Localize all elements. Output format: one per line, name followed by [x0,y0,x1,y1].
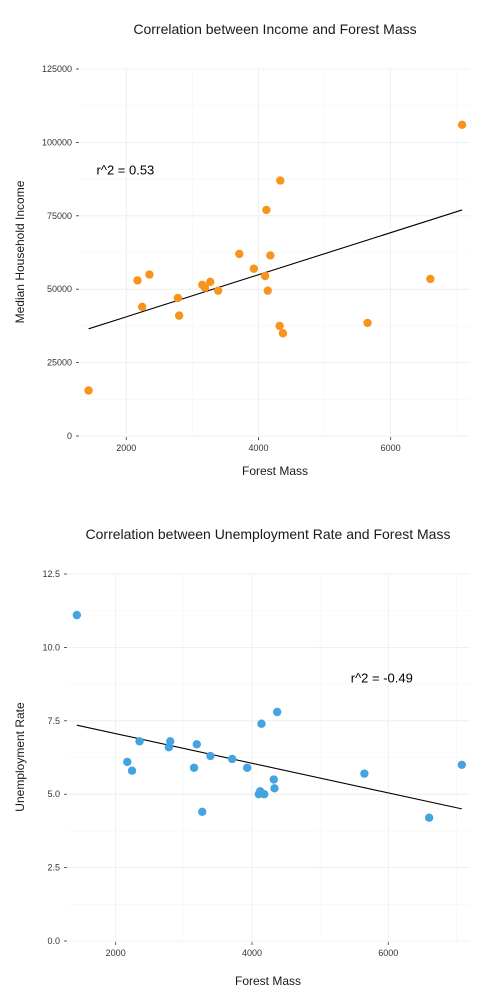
unemployment-forest-chart: Correlation between Unemployment Rate an… [13,526,470,988]
y-axis-title: Median Household Income [13,180,27,323]
data-point [145,270,154,279]
data-point [257,719,266,728]
data-point [278,329,288,338]
data-point [363,318,372,328]
data-point [270,784,279,793]
data-point [260,790,269,799]
data-point [173,293,183,303]
data-point [249,264,259,273]
data-point [272,707,282,717]
data-point [127,766,137,775]
data-point [276,176,285,185]
r-squared-annotation: r^2 = -0.49 [351,671,413,686]
chart-title: Correlation between Income and Forest Ma… [133,21,416,37]
x-axis-title: Forest Mass [242,464,308,478]
y-tick-label: 2.5 [47,863,60,873]
data-point [424,813,434,822]
data-point [457,120,467,129]
y-axis-title: Unemployment Rate [13,702,27,812]
x-tick-label: 6000 [381,443,401,453]
data-point [174,311,184,320]
data-point [262,205,271,215]
data-point [206,277,215,287]
data-point [269,775,278,784]
data-point [166,737,175,746]
y-tick-label: 25000 [47,358,72,368]
r-squared-annotation: r^2 = 0.53 [97,163,155,178]
data-point [457,760,467,770]
data-point [360,769,369,778]
x-axis-title: Forest Mass [235,974,301,988]
data-point [84,386,93,395]
y-tick-label: 10.0 [42,642,60,652]
data-point [260,271,270,281]
data-point [72,610,82,620]
data-point [133,276,142,285]
data-point [192,740,201,749]
gridlines [80,68,470,437]
y-tick-label: 100000 [42,137,72,147]
data-point [242,763,252,772]
y-tick-label: 0.0 [47,936,60,946]
data-point [228,754,237,764]
data-point [213,286,223,295]
income-forest-chart: Correlation between Income and Forest Ma… [13,21,470,478]
data-point [123,757,132,767]
trendline [76,724,462,810]
gridlines [68,573,470,942]
data-point [198,807,207,817]
trendline [88,209,463,330]
y-tick-label: 0 [67,431,72,441]
data-point [426,274,435,284]
chart-title: Correlation between Unemployment Rate an… [86,526,451,542]
data-point [235,249,244,259]
data-point [189,763,199,772]
data-point [137,302,147,312]
x-tick-label: 4000 [242,948,262,958]
y-tick-label: 125000 [42,64,72,74]
x-tick-label: 6000 [378,948,398,958]
data-point [275,321,284,331]
data-point [135,737,144,746]
data-point [206,751,215,761]
x-tick-label: 2000 [116,443,136,453]
y-tick-label: 50000 [47,284,72,294]
y-tick-label: 5.0 [47,789,60,799]
data-point [200,283,210,292]
x-tick-label: 2000 [106,948,126,958]
y-tick-label: 75000 [47,211,72,221]
data-point [263,286,272,295]
data-point [266,251,275,260]
y-tick-label: 7.5 [47,716,60,726]
y-tick-label: 12.5 [42,569,60,579]
x-tick-label: 4000 [248,443,268,453]
